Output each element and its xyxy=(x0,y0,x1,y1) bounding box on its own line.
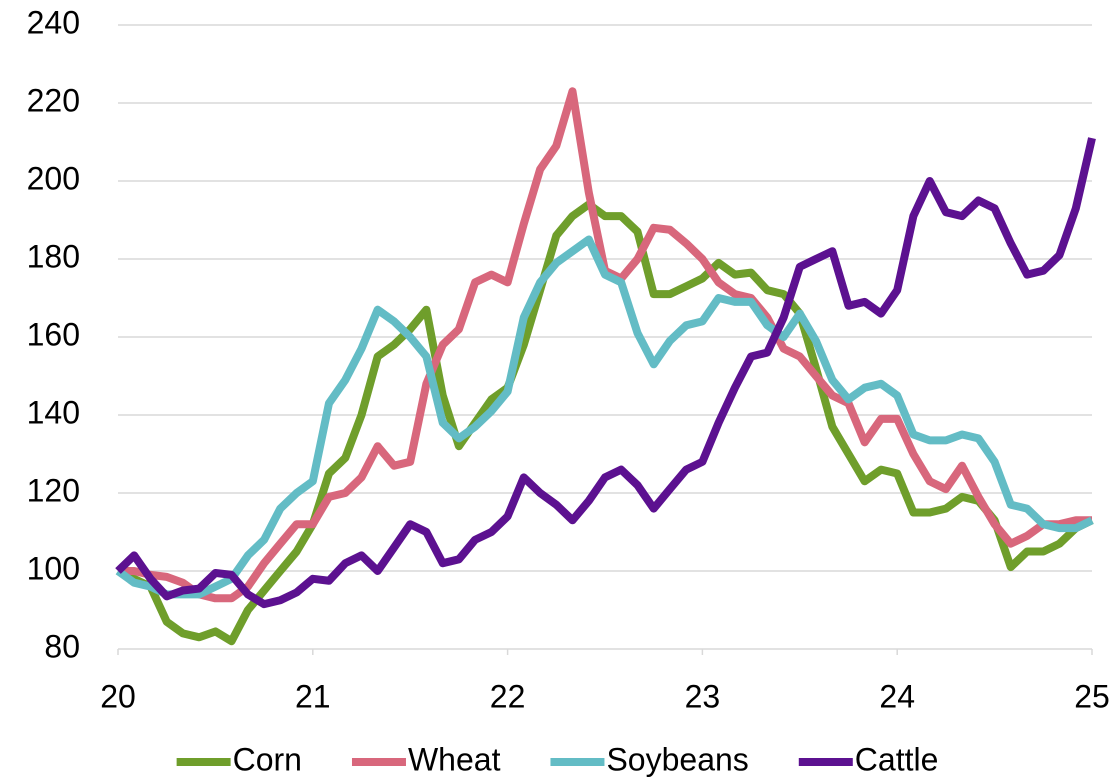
x-tick-label: 25 xyxy=(1074,678,1110,714)
x-tick-label: 24 xyxy=(879,678,915,714)
x-tick-label: 21 xyxy=(295,678,331,714)
y-tick-label: 140 xyxy=(27,394,80,430)
series-line xyxy=(115,235,1094,599)
series-line xyxy=(116,200,1094,646)
y-tick-label: 120 xyxy=(27,472,80,508)
y-tick-label: 80 xyxy=(44,628,80,664)
legend-label: Wheat xyxy=(408,741,501,777)
y-tick-label: 220 xyxy=(27,82,80,118)
y-tick-label: 200 xyxy=(27,160,80,196)
y-tick-label: 180 xyxy=(27,238,80,274)
x-tick-label: 23 xyxy=(685,678,721,714)
y-tick-label: 100 xyxy=(27,550,80,586)
x-tick-label: 22 xyxy=(490,678,526,714)
legend-label: Corn xyxy=(233,741,302,777)
y-tick-label: 160 xyxy=(27,316,80,352)
y-tick-label: 240 xyxy=(27,4,80,40)
legend-label: Soybeans xyxy=(606,741,748,777)
x-tick-label: 20 xyxy=(100,678,136,714)
series-line xyxy=(115,137,1096,609)
series-line xyxy=(118,87,1092,603)
legend-label: Cattle xyxy=(855,741,939,777)
